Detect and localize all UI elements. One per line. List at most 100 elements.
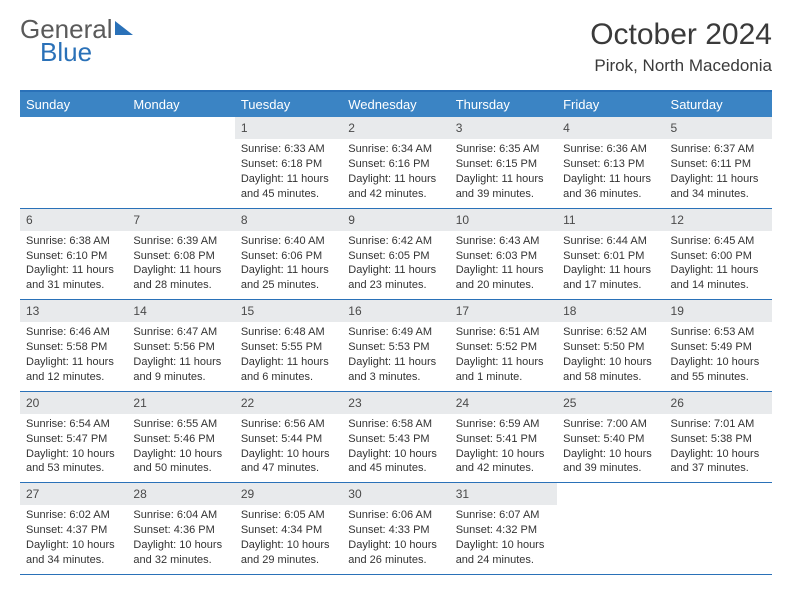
day-cell: 28Sunrise: 6:04 AMSunset: 4:36 PMDayligh… [127, 483, 234, 574]
sunset-text: Sunset: 5:50 PM [563, 340, 658, 355]
day-number: 20 [20, 392, 127, 414]
daylight-text: Daylight: 10 hours and 37 minutes. [671, 447, 766, 477]
day-cell: 30Sunrise: 6:06 AMSunset: 4:33 PMDayligh… [342, 483, 449, 574]
sunset-text: Sunset: 6:13 PM [563, 157, 658, 172]
day-body: Sunrise: 6:37 AMSunset: 6:11 PMDaylight:… [665, 139, 772, 207]
sunset-text: Sunset: 4:32 PM [456, 523, 551, 538]
day-header: Thursday [450, 92, 557, 117]
sunrise-text: Sunrise: 6:54 AM [26, 417, 121, 432]
day-cell: 12Sunrise: 6:45 AMSunset: 6:00 PMDayligh… [665, 209, 772, 300]
daylight-text: Daylight: 10 hours and 58 minutes. [563, 355, 658, 385]
day-cell: 10Sunrise: 6:43 AMSunset: 6:03 PMDayligh… [450, 209, 557, 300]
daylight-text: Daylight: 10 hours and 29 minutes. [241, 538, 336, 568]
sunrise-text: Sunrise: 7:00 AM [563, 417, 658, 432]
day-body: Sunrise: 6:38 AMSunset: 6:10 PMDaylight:… [20, 231, 127, 299]
day-cell: . [665, 483, 772, 574]
day-cell: 15Sunrise: 6:48 AMSunset: 5:55 PMDayligh… [235, 300, 342, 391]
day-number: 3 [450, 117, 557, 139]
day-body: Sunrise: 6:40 AMSunset: 6:06 PMDaylight:… [235, 231, 342, 299]
calendar: Sunday Monday Tuesday Wednesday Thursday… [20, 90, 772, 575]
sunrise-text: Sunrise: 6:05 AM [241, 508, 336, 523]
day-body: Sunrise: 6:52 AMSunset: 5:50 PMDaylight:… [557, 322, 664, 390]
day-body: Sunrise: 6:55 AMSunset: 5:46 PMDaylight:… [127, 414, 234, 482]
day-body: Sunrise: 6:45 AMSunset: 6:00 PMDaylight:… [665, 231, 772, 299]
day-header: Wednesday [342, 92, 449, 117]
day-body: Sunrise: 6:42 AMSunset: 6:05 PMDaylight:… [342, 231, 449, 299]
daylight-text: Daylight: 11 hours and 31 minutes. [26, 263, 121, 293]
day-cell: 20Sunrise: 6:54 AMSunset: 5:47 PMDayligh… [20, 392, 127, 483]
daylight-text: Daylight: 11 hours and 9 minutes. [133, 355, 228, 385]
daylight-text: Daylight: 10 hours and 45 minutes. [348, 447, 443, 477]
sunrise-text: Sunrise: 6:38 AM [26, 234, 121, 249]
day-number: 19 [665, 300, 772, 322]
day-body: Sunrise: 6:39 AMSunset: 6:08 PMDaylight:… [127, 231, 234, 299]
day-number: 7 [127, 209, 234, 231]
day-cell: 29Sunrise: 6:05 AMSunset: 4:34 PMDayligh… [235, 483, 342, 574]
day-body: Sunrise: 6:59 AMSunset: 5:41 PMDaylight:… [450, 414, 557, 482]
day-number: 31 [450, 483, 557, 505]
daylight-text: Daylight: 11 hours and 45 minutes. [241, 172, 336, 202]
day-cell: 26Sunrise: 7:01 AMSunset: 5:38 PMDayligh… [665, 392, 772, 483]
daylight-text: Daylight: 10 hours and 47 minutes. [241, 447, 336, 477]
day-cell: 31Sunrise: 6:07 AMSunset: 4:32 PMDayligh… [450, 483, 557, 574]
daylight-text: Daylight: 11 hours and 3 minutes. [348, 355, 443, 385]
day-header: Saturday [665, 92, 772, 117]
week-row: 13Sunrise: 6:46 AMSunset: 5:58 PMDayligh… [20, 300, 772, 392]
day-body: Sunrise: 6:33 AMSunset: 6:18 PMDaylight:… [235, 139, 342, 207]
day-body: Sunrise: 6:07 AMSunset: 4:32 PMDaylight:… [450, 505, 557, 573]
day-number: 1 [235, 117, 342, 139]
sunset-text: Sunset: 4:37 PM [26, 523, 121, 538]
sunrise-text: Sunrise: 6:44 AM [563, 234, 658, 249]
day-number: 15 [235, 300, 342, 322]
sunset-text: Sunset: 5:47 PM [26, 432, 121, 447]
day-body: Sunrise: 6:04 AMSunset: 4:36 PMDaylight:… [127, 505, 234, 573]
daylight-text: Daylight: 10 hours and 50 minutes. [133, 447, 228, 477]
title-month: October 2024 [590, 18, 772, 52]
day-number: 4 [557, 117, 664, 139]
day-body: Sunrise: 6:35 AMSunset: 6:15 PMDaylight:… [450, 139, 557, 207]
sunrise-text: Sunrise: 7:01 AM [671, 417, 766, 432]
sunset-text: Sunset: 5:38 PM [671, 432, 766, 447]
day-cell: 16Sunrise: 6:49 AMSunset: 5:53 PMDayligh… [342, 300, 449, 391]
day-body: Sunrise: 6:46 AMSunset: 5:58 PMDaylight:… [20, 322, 127, 390]
sunset-text: Sunset: 6:00 PM [671, 249, 766, 264]
day-cell: 13Sunrise: 6:46 AMSunset: 5:58 PMDayligh… [20, 300, 127, 391]
sunset-text: Sunset: 6:05 PM [348, 249, 443, 264]
day-number: 9 [342, 209, 449, 231]
day-cell: 17Sunrise: 6:51 AMSunset: 5:52 PMDayligh… [450, 300, 557, 391]
daylight-text: Daylight: 11 hours and 23 minutes. [348, 263, 443, 293]
sunrise-text: Sunrise: 6:55 AM [133, 417, 228, 432]
daylight-text: Daylight: 11 hours and 1 minute. [456, 355, 551, 385]
day-body: Sunrise: 6:54 AMSunset: 5:47 PMDaylight:… [20, 414, 127, 482]
title-location: Pirok, North Macedonia [590, 56, 772, 76]
sunset-text: Sunset: 5:58 PM [26, 340, 121, 355]
day-number: 23 [342, 392, 449, 414]
day-cell: . [127, 117, 234, 208]
daylight-text: Daylight: 10 hours and 53 minutes. [26, 447, 121, 477]
sunset-text: Sunset: 5:53 PM [348, 340, 443, 355]
day-number: 17 [450, 300, 557, 322]
day-cell: 18Sunrise: 6:52 AMSunset: 5:50 PMDayligh… [557, 300, 664, 391]
daylight-text: Daylight: 10 hours and 34 minutes. [26, 538, 121, 568]
sunrise-text: Sunrise: 6:02 AM [26, 508, 121, 523]
day-body: Sunrise: 6:34 AMSunset: 6:16 PMDaylight:… [342, 139, 449, 207]
day-number: 27 [20, 483, 127, 505]
sunset-text: Sunset: 6:11 PM [671, 157, 766, 172]
day-cell: . [20, 117, 127, 208]
day-number: 12 [665, 209, 772, 231]
week-row: ..1Sunrise: 6:33 AMSunset: 6:18 PMDaylig… [20, 117, 772, 209]
week-row: 6Sunrise: 6:38 AMSunset: 6:10 PMDaylight… [20, 209, 772, 301]
day-number: 24 [450, 392, 557, 414]
day-body: Sunrise: 7:00 AMSunset: 5:40 PMDaylight:… [557, 414, 664, 482]
day-cell: 23Sunrise: 6:58 AMSunset: 5:43 PMDayligh… [342, 392, 449, 483]
sunrise-text: Sunrise: 6:40 AM [241, 234, 336, 249]
daylight-text: Daylight: 11 hours and 28 minutes. [133, 263, 228, 293]
logo: General Blue [20, 18, 129, 65]
sunrise-text: Sunrise: 6:58 AM [348, 417, 443, 432]
sunset-text: Sunset: 5:44 PM [241, 432, 336, 447]
sunset-text: Sunset: 5:49 PM [671, 340, 766, 355]
day-header: Sunday [20, 92, 127, 117]
sunset-text: Sunset: 4:34 PM [241, 523, 336, 538]
day-body: Sunrise: 6:05 AMSunset: 4:34 PMDaylight:… [235, 505, 342, 573]
sunrise-text: Sunrise: 6:52 AM [563, 325, 658, 340]
